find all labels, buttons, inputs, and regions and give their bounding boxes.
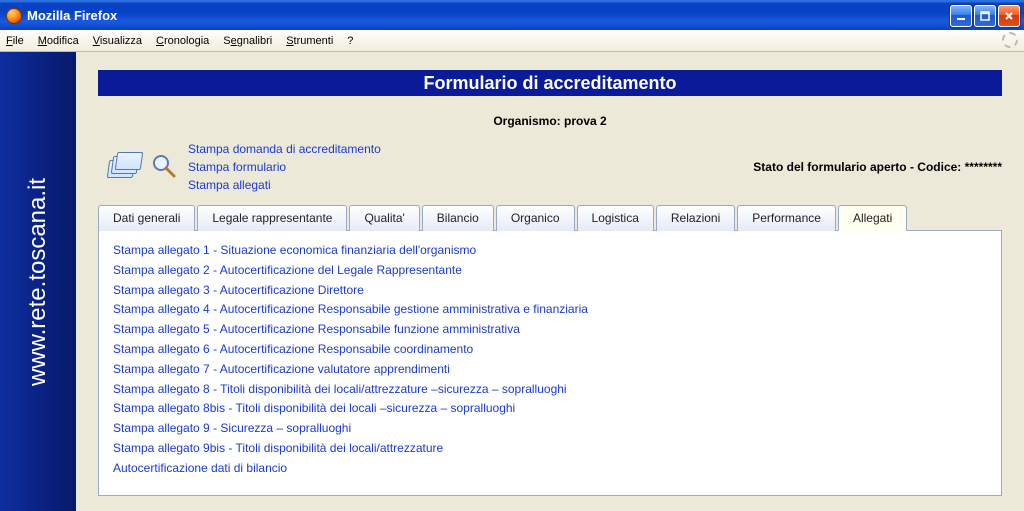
attachment-link[interactable]: Stampa allegato 6 - Autocertificazione R… [113,340,987,360]
menubar: FFileile ModificaModifica VisualizzaVisu… [0,30,1024,52]
attachment-link[interactable]: Stampa allegato 8 - Titoli disponibilità… [113,380,987,400]
content-area: Formulario di accreditamento Organismo: … [76,52,1024,511]
attachment-link[interactable]: Stampa allegato 3 - Autocertificazione D… [113,281,987,301]
attachment-link[interactable]: Stampa allegato 4 - Autocertificazione R… [113,300,987,320]
magnifier-icon [150,152,178,182]
client-area: www.rete.toscana.it Formulario di accred… [0,52,1024,511]
organism-label: Organismo: prova 2 [98,114,1002,128]
maximize-button[interactable] [974,5,996,27]
attachment-link[interactable]: Stampa allegato 8bis - Titoli disponibil… [113,399,987,419]
attachment-link[interactable]: Autocertificazione dati di bilancio [113,459,987,479]
link-stampa-domanda[interactable]: Stampa domanda di accreditamento [188,140,381,158]
menu-strumenti[interactable]: StrumentiStrumenti [286,35,333,47]
menu-visualizza[interactable]: VisualizzaVisualizza [93,35,142,47]
sidebar-text: www.rete.toscana.it [24,177,52,385]
link-stampa-allegati[interactable]: Stampa allegati [188,176,381,194]
tab-qualita[interactable]: Qualita' [349,205,419,231]
documents-stack-icon [108,152,144,182]
menu-modifica[interactable]: ModificaModifica [38,35,79,47]
menu-file[interactable]: FFileile [6,35,24,47]
tab-bilancio[interactable]: Bilancio [422,205,494,231]
tab-logistica[interactable]: Logistica [577,205,654,231]
menu-cronologia[interactable]: CronologiaCronologia [156,35,209,47]
window-titlebar: Mozilla Firefox [0,0,1024,30]
attachment-link[interactable]: Stampa allegato 2 - Autocertificazione d… [113,261,987,281]
tab-dati-generali[interactable]: Dati generali [98,205,195,231]
minimize-icon [956,11,966,21]
menu-help[interactable]: ? [347,35,353,47]
tab-relazioni[interactable]: Relazioni [656,205,735,231]
page-banner: Formulario di accreditamento [98,70,1002,96]
print-links: Stampa domanda di accreditamento Stampa … [188,140,381,194]
attachment-link[interactable]: Stampa allegato 1 - Situazione economica… [113,241,987,261]
throbber-icon [1002,32,1018,48]
attachment-link[interactable]: Stampa allegato 5 - Autocertificazione R… [113,320,987,340]
window-title: Mozilla Firefox [27,8,950,23]
sidebar: www.rete.toscana.it [0,52,76,511]
tab-performance[interactable]: Performance [737,205,836,231]
top-icons [98,152,188,182]
attachment-link[interactable]: Stampa allegato 9bis - Titoli disponibil… [113,439,987,459]
tab-allegati[interactable]: Allegati [838,205,907,231]
maximize-icon [980,11,990,21]
tab-legale-rappresentante[interactable]: Legale rappresentante [197,205,347,231]
tabstrip: Dati generali Legale rappresentante Qual… [98,204,1002,230]
top-row: Stampa domanda di accreditamento Stampa … [98,140,1002,194]
form-status: Stato del formulario aperto - Codice: **… [753,160,1002,174]
menu-segnalibri[interactable]: SegnalibriSegnalibri [223,35,272,47]
firefox-icon [6,8,22,24]
tab-organico[interactable]: Organico [496,205,575,231]
close-icon [1004,11,1014,21]
banner-title: Formulario di accreditamento [423,73,676,94]
tab-panel-allegati: Stampa allegato 1 - Situazione economica… [98,230,1002,496]
link-stampa-formulario[interactable]: Stampa formulario [188,158,381,176]
minimize-button[interactable] [950,5,972,27]
attachment-link[interactable]: Stampa allegato 9 - Sicurezza – soprallu… [113,419,987,439]
window-controls [950,5,1020,27]
close-button[interactable] [998,5,1020,27]
attachment-link[interactable]: Stampa allegato 7 - Autocertificazione v… [113,360,987,380]
